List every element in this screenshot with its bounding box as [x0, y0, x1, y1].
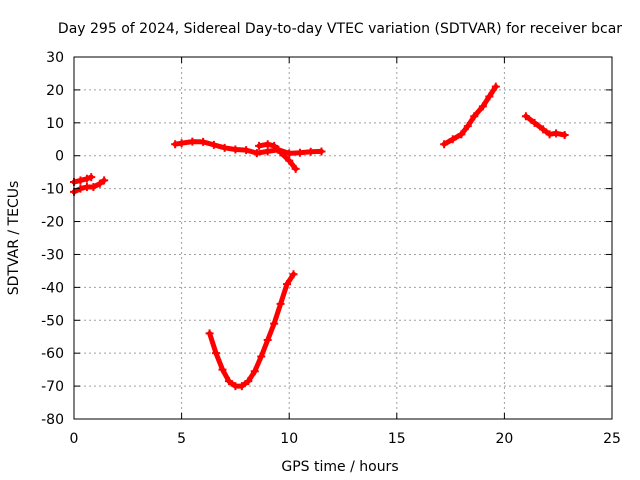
- data-point: [270, 319, 279, 328]
- data-point: [212, 349, 221, 358]
- series-line: [256, 141, 299, 172]
- data-point: [82, 174, 91, 183]
- series-line: [207, 271, 296, 389]
- data-point: [87, 173, 96, 182]
- series-5: [205, 270, 298, 391]
- data-point: [255, 141, 264, 150]
- data-point: [289, 270, 298, 279]
- y-tick-label: -70: [41, 379, 64, 395]
- data-point: [231, 145, 240, 154]
- data-point: [530, 118, 539, 127]
- data-point: [276, 148, 285, 157]
- y-tick-label: -30: [41, 247, 64, 263]
- data-point: [463, 122, 472, 131]
- y-tick-label: 0: [55, 149, 64, 165]
- x-tick-label: 5: [177, 431, 186, 447]
- data-point: [263, 336, 272, 345]
- data-point: [100, 176, 109, 185]
- y-tick-label: -50: [41, 313, 64, 329]
- data-point: [257, 352, 266, 361]
- data-point: [199, 137, 208, 146]
- y-tick-label: -60: [41, 346, 64, 362]
- data-point: [552, 129, 561, 138]
- data-point: [478, 102, 487, 111]
- y-axis-label: SDTVAR / TECUs: [6, 181, 22, 296]
- y-tick-label: 30: [46, 50, 64, 66]
- x-tick-label: 20: [495, 431, 513, 447]
- y-tick-label: 10: [46, 116, 64, 132]
- data-point: [76, 176, 85, 185]
- y-tick-label: -20: [41, 215, 64, 231]
- data-point: [263, 147, 272, 156]
- series-7: [521, 112, 569, 139]
- series-2: [70, 176, 109, 196]
- x-tick-label: 25: [603, 431, 621, 447]
- data-point: [491, 82, 500, 91]
- grid: [74, 57, 612, 419]
- data-point: [209, 140, 218, 149]
- y-tick-label: -40: [41, 280, 64, 296]
- data-point: [244, 377, 253, 386]
- x-tick-label: 0: [70, 431, 79, 447]
- data-point: [250, 367, 259, 376]
- data-point: [177, 139, 186, 148]
- data-point: [220, 143, 229, 152]
- data-point: [291, 164, 300, 173]
- series-6: [440, 82, 500, 149]
- chart-title: Day 295 of 2024, Sidereal Day-to-day VTE…: [58, 21, 622, 37]
- y-tick-label: -10: [41, 182, 64, 198]
- data-point: [188, 137, 197, 146]
- data-point: [470, 112, 479, 121]
- data-point: [237, 382, 246, 391]
- series-3: [171, 137, 326, 158]
- data-point: [539, 125, 548, 134]
- y-tick-label: -80: [41, 412, 64, 428]
- data-point: [242, 146, 251, 155]
- data-point: [560, 130, 569, 139]
- data-point: [205, 329, 214, 338]
- x-axis-label: GPS time / hours: [281, 459, 398, 475]
- data-point: [263, 140, 272, 149]
- series-line: [523, 113, 568, 138]
- data-point: [485, 92, 494, 101]
- data-point: [270, 141, 279, 150]
- data-point: [448, 135, 457, 144]
- y-tick-label: 20: [46, 83, 64, 99]
- x-tick-label: 10: [280, 431, 298, 447]
- data-point: [306, 147, 315, 156]
- data-point: [457, 130, 466, 139]
- data-series: [70, 82, 569, 391]
- data-point: [285, 149, 294, 158]
- data-point: [224, 377, 233, 386]
- data-point: [521, 112, 530, 121]
- data-point: [440, 140, 449, 149]
- series-4: [255, 140, 300, 173]
- data-point: [89, 182, 98, 191]
- axis-ticks: 0 5 10 15 20 25 -80 -70 -60 -50 -40 -30 -20 -10 0 10 20 3…: [41, 50, 621, 447]
- data-point: [283, 280, 292, 289]
- data-point: [317, 147, 326, 156]
- data-point: [276, 299, 285, 308]
- plot-frame: [73, 56, 613, 420]
- data-point: [95, 179, 104, 188]
- data-point: [252, 149, 261, 158]
- x-tick-label: 15: [388, 431, 406, 447]
- data-point: [285, 156, 294, 165]
- data-point: [295, 148, 304, 157]
- data-point: [218, 365, 227, 374]
